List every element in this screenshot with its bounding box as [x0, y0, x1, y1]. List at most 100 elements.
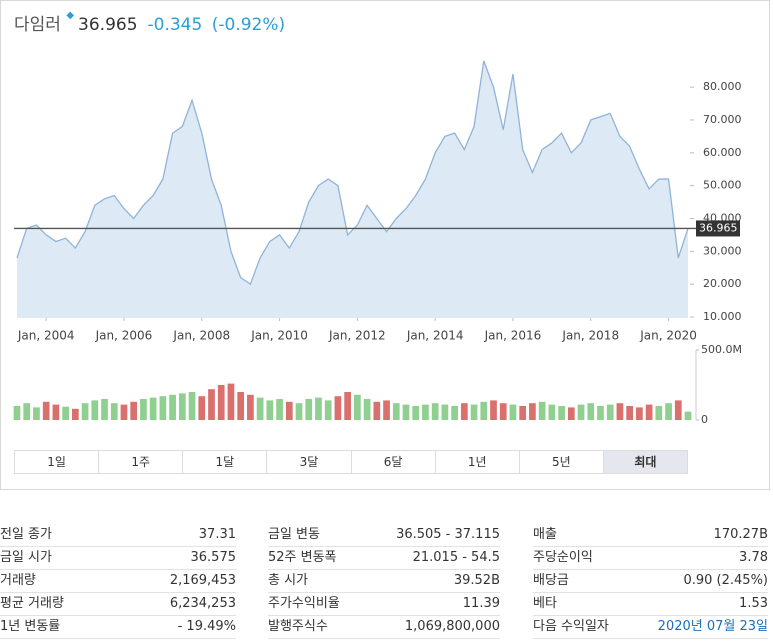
x-tick-label: Jan, 2016: [484, 329, 542, 343]
stat-label: 금일 변동: [268, 527, 320, 542]
volume-bar: [305, 399, 313, 420]
volume-bar: [208, 389, 215, 420]
stat-value: 37.31: [198, 527, 236, 542]
range-button[interactable]: 6달: [352, 451, 436, 473]
x-tick-label: Jan, 2014: [406, 329, 464, 343]
range-button[interactable]: 1일: [15, 451, 100, 473]
volume-bar: [62, 406, 69, 420]
stats-row: 거래량 2,169,453: [0, 570, 236, 593]
stat-value: 36.575: [190, 550, 237, 565]
stats-row: 금일 변동 36.505 - 37.115: [268, 524, 500, 547]
volume-bar: [684, 411, 692, 420]
volume-bar: [81, 403, 89, 420]
range-button[interactable]: 최대: [603, 451, 687, 473]
range-button[interactable]: 1주: [99, 451, 184, 473]
last-price-label: 36.965: [699, 221, 738, 234]
y-tick-label: 20.000: [703, 277, 742, 290]
volume-bar: [334, 396, 342, 420]
volume-bar: [470, 404, 478, 420]
last-price-box: [696, 220, 740, 237]
stat-value: 3.78: [739, 550, 768, 565]
stat-value: 0.90 (2.45%): [683, 573, 768, 588]
stat-label: 매출: [533, 527, 557, 542]
chart: investing.com10.00020.00030.00040.00050.…: [13, 60, 742, 426]
stat-label: 평균 거래량: [0, 596, 64, 611]
volume-bar: [295, 403, 303, 420]
volume-bar: [101, 399, 108, 420]
volume-bar: [373, 401, 381, 420]
stat-value: 21.015 - 54.5: [412, 550, 500, 565]
volume-bar: [577, 404, 585, 420]
y-tick-label: 30.000: [703, 244, 742, 257]
range-button[interactable]: 3달: [267, 451, 352, 473]
stat-value: 2020년 07월 23일: [657, 619, 768, 634]
volume-bar: [159, 396, 167, 420]
volume-bar: [431, 403, 439, 420]
stats-row: 금일 시가 36.575: [0, 547, 236, 570]
price: 36.965: [78, 15, 138, 35]
volume-bar: [71, 408, 79, 420]
y-tick-label: 80.000: [703, 80, 742, 93]
volume-tick-label: 500.0M: [701, 343, 742, 356]
volume-bar: [597, 406, 604, 420]
stats-row: 다음 수익일자 2020년 07월 23일: [533, 616, 768, 639]
volume-bar: [178, 393, 186, 420]
range-button[interactable]: 1년: [436, 451, 520, 473]
stats-row: 매출 170.27B: [533, 524, 768, 547]
stat-label: 발행주식수: [268, 619, 328, 634]
x-tick-label: Jan, 2006: [95, 329, 153, 343]
volume-bar: [188, 392, 196, 420]
y-tick-label: 10.000: [703, 310, 742, 323]
stat-label: 베타: [533, 596, 557, 611]
volume-bar: [149, 397, 157, 420]
volume-bar: [276, 399, 283, 420]
volume-bar: [441, 404, 449, 420]
volume-bar: [626, 406, 634, 420]
chart-card: [0, 0, 770, 490]
stats-row: 발행주식수 1,069,800,000: [268, 616, 500, 639]
volume-bar: [110, 403, 118, 420]
x-tick-label: Jan, 2004: [17, 329, 75, 343]
volume-bar: [655, 406, 663, 420]
header: 다임러 ◆ 36.965 -0.345 (-0.92%): [14, 10, 285, 35]
volume-bar: [519, 406, 527, 420]
volume-bar: [23, 403, 31, 420]
stat-label: 주당순이익: [533, 550, 593, 565]
volume-bar: [402, 404, 410, 420]
stats-row: 1년 변동률 - 19.49%: [0, 616, 236, 639]
stat-label: 52주 변동폭: [268, 550, 337, 565]
stats-row: 전일 종가 37.31: [0, 524, 236, 547]
range-button[interactable]: 5년: [520, 451, 604, 473]
stat-label: 전일 종가: [0, 527, 52, 542]
volume-bar: [509, 404, 517, 420]
stats-row: 배당금 0.90 (2.45%): [533, 570, 768, 593]
volume-bar: [363, 399, 371, 420]
volume-bar: [383, 400, 390, 420]
volume-bar: [636, 407, 643, 420]
x-tick-label: Jan, 2018: [561, 329, 619, 343]
area: [17, 60, 688, 319]
volume-bar: [198, 396, 206, 420]
stat-value: - 19.49%: [177, 619, 236, 634]
volume-bar: [91, 400, 99, 420]
volume-bar: [422, 404, 429, 420]
volume-bar: [285, 401, 293, 420]
volume-bar: [256, 397, 264, 420]
volume-bar: [490, 400, 497, 420]
volume-bar: [130, 401, 138, 420]
volume-bar: [558, 406, 565, 420]
stats-row: 52주 변동폭 21.015 - 54.5: [268, 547, 500, 570]
range-buttons: 1일 1주 1달 3달 6달 1년 5년 최대: [14, 450, 688, 474]
range-button[interactable]: 1달: [183, 451, 268, 473]
y-tick-label: 50.000: [703, 179, 742, 192]
volume-bar: [33, 407, 40, 420]
volume-bar: [13, 406, 21, 420]
stat-value: 36.505 - 37.115: [396, 527, 500, 542]
y-tick-label: 70.000: [703, 113, 742, 126]
volume-bar: [548, 404, 556, 420]
x-tick-label: Jan, 2012: [328, 329, 386, 343]
stat-value: 170.27B: [713, 527, 768, 542]
volume-bar: [169, 394, 176, 420]
stat-value: 6,234,253: [169, 596, 236, 611]
